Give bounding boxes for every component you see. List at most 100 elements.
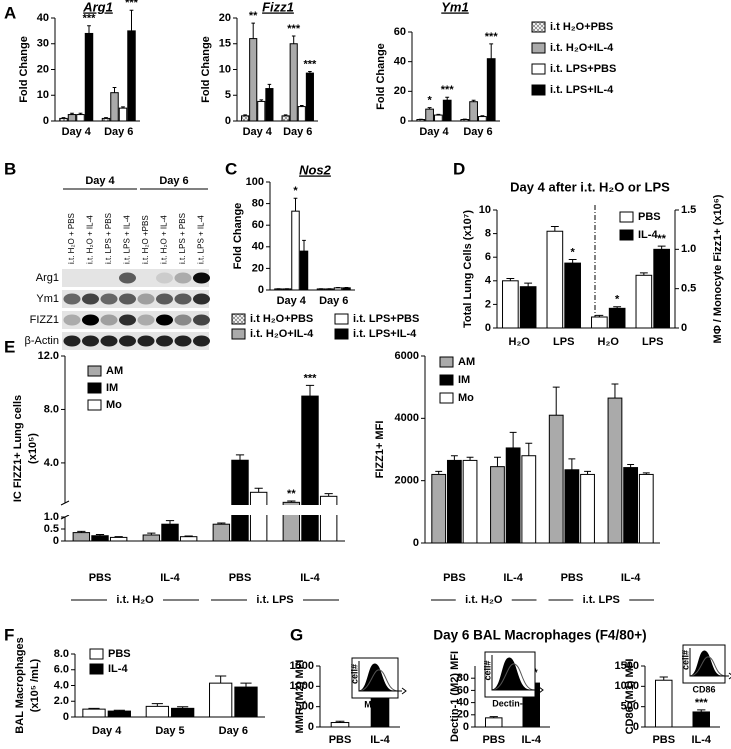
error-bar	[112, 87, 117, 93]
y2-tick-label: 0	[681, 322, 687, 334]
significance: **	[657, 233, 666, 245]
error-bar	[129, 9, 134, 31]
bar	[110, 92, 119, 122]
significance: ***	[695, 697, 709, 709]
legend-swatch	[439, 374, 454, 386]
legend-label: i.t H₂O+PBS	[550, 21, 613, 33]
y-tick-label: 2.0	[54, 695, 69, 707]
error-bar	[302, 239, 306, 252]
bar	[446, 459, 462, 544]
y-axis-label: MMR (M2) MFI	[294, 660, 306, 734]
y-tick-label: 20	[219, 12, 231, 24]
panel-letter: G	[290, 625, 303, 644]
panel-letter: E	[4, 337, 15, 356]
y-tick-label: 1500	[615, 660, 639, 672]
bar	[291, 210, 300, 291]
legend-label: i.t. H₂O+IL-4	[250, 328, 314, 340]
y-tick-label: 40	[394, 56, 406, 68]
x-tick-label: PBS	[229, 572, 252, 584]
legend-swatch	[619, 211, 634, 223]
error-bar	[283, 114, 288, 116]
blot-row-label: Arg1	[36, 272, 59, 284]
error-bar	[300, 105, 304, 107]
legend-label: i.t. LPS+PBS	[353, 313, 419, 325]
legend-swatch	[87, 365, 102, 377]
bar	[478, 116, 487, 122]
blot-band	[193, 293, 210, 305]
error-bar	[215, 675, 227, 684]
blot-lane-label: i.t. H₂O + IL-4	[160, 215, 169, 264]
y-tick-label: 1500	[290, 660, 314, 672]
error-bar	[525, 442, 533, 456]
legend-label: PBS	[108, 648, 131, 660]
x-tick-label: Day 4	[92, 725, 122, 737]
inset-curve	[358, 669, 399, 692]
bar	[281, 115, 290, 122]
bar	[212, 523, 231, 542]
blot-band	[156, 272, 173, 284]
bar	[460, 119, 470, 122]
legend-swatch	[231, 313, 246, 325]
bar	[548, 414, 564, 544]
blot-band	[156, 335, 173, 347]
y-axis-label: FIZZ1+ MFI	[374, 421, 386, 479]
bar	[505, 447, 521, 544]
x-tick-label: IL-4	[300, 572, 320, 584]
y-tick-label: 5	[225, 89, 231, 101]
blot-band	[63, 293, 81, 305]
error-bar	[147, 532, 156, 535]
bar	[82, 708, 106, 718]
x-tick-label: LPS	[642, 336, 663, 348]
chart-title: Nos2	[299, 162, 332, 177]
y-tick-label: 60	[252, 219, 264, 231]
legend-label: i.t. LPS+IL-4	[353, 328, 417, 340]
error-bar	[70, 112, 74, 115]
bar	[442, 99, 452, 122]
y-axis-label: Fold Change	[375, 43, 387, 110]
blot-lane-label: i.t. LPS + PBS	[178, 213, 187, 264]
y-tick-label: 80	[252, 198, 264, 210]
legend-swatch	[87, 399, 102, 411]
bar	[416, 119, 426, 122]
error-bar	[427, 107, 432, 110]
error-bar	[584, 470, 591, 475]
panel-letter: F	[4, 625, 14, 644]
y-tick-label: 4.0	[44, 457, 59, 469]
error-bar	[287, 500, 296, 503]
y-tick-label: 80	[457, 672, 469, 684]
error-bar	[324, 493, 333, 497]
bar	[519, 286, 537, 329]
error-bar	[335, 720, 345, 723]
y-axis-label: Total Lung Cells (x10⁷)	[462, 210, 474, 328]
x-tick-label: PBS	[561, 572, 584, 584]
x-tick-label: Day 6	[104, 126, 133, 138]
y-axis-label: Fold Change	[232, 203, 244, 270]
bar	[342, 287, 351, 291]
blot-lane-label: i.t. H₂O +PBS	[141, 215, 150, 264]
bar	[91, 535, 109, 542]
blot-row-label: β-Actin	[25, 335, 59, 347]
bar	[101, 117, 111, 122]
error-bar	[489, 716, 498, 718]
error-bar	[88, 707, 100, 710]
bar	[297, 106, 306, 122]
bar	[118, 107, 128, 122]
bar	[145, 705, 169, 718]
y-tick-label: 500	[621, 701, 639, 713]
bar	[330, 722, 350, 728]
legend-label: Mo	[106, 399, 122, 411]
error-bar	[165, 520, 175, 525]
blot-band	[119, 272, 136, 284]
break-gap	[66, 505, 346, 515]
bar	[241, 115, 250, 122]
y-tick-label: 4.0	[54, 679, 69, 691]
error-bar	[568, 259, 577, 264]
y-tick-label: 8.0	[44, 403, 59, 415]
y-tick-label: 1000	[290, 680, 314, 692]
error-bar	[151, 703, 163, 707]
y2-axis-label: MΦ / Monocyte Fizz1+ (x10⁶)	[712, 194, 724, 343]
y-tick-label: 40	[37, 12, 49, 24]
significance: ***	[287, 23, 301, 35]
x-tick-label: Day 4	[243, 126, 273, 138]
error-bar	[87, 25, 91, 34]
